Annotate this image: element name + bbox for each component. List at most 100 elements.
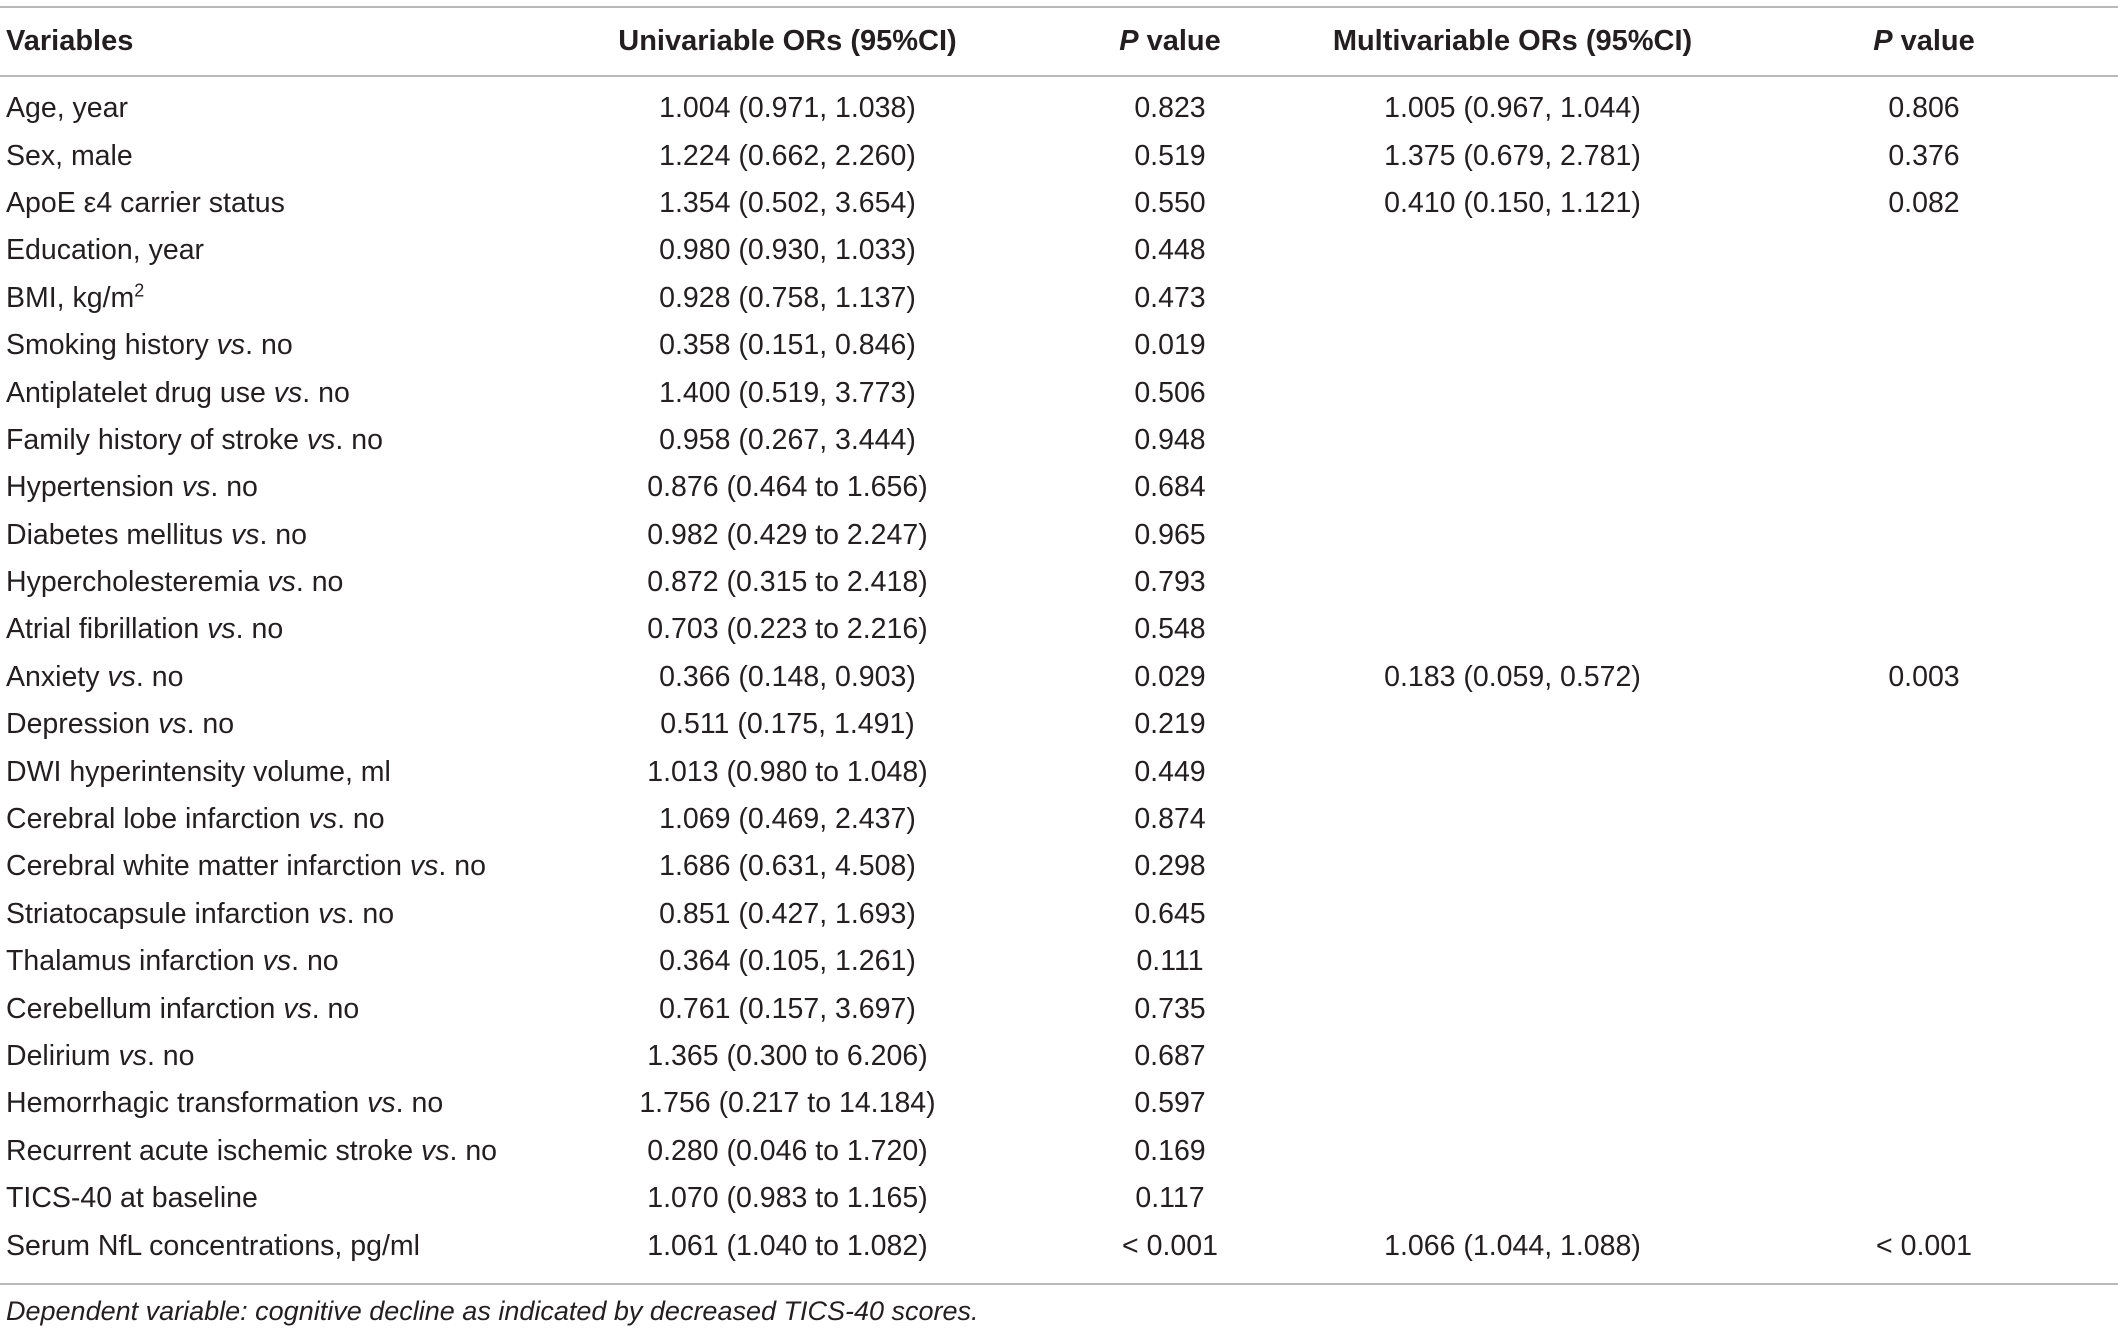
- multivariable-or-cell: [1295, 1175, 1730, 1222]
- multivariable-or-cell: [1295, 1128, 1730, 1175]
- vs-italic: vs: [283, 992, 312, 1025]
- variable-label: Diabetes mellitus: [6, 518, 224, 551]
- multivariable-p-cell: [1730, 464, 2118, 511]
- vs-suffix: . no: [346, 897, 395, 930]
- vs-suffix: . no: [311, 992, 360, 1025]
- multivariable-p-cell: [1730, 748, 2118, 795]
- multivariable-p-cell: [1730, 369, 2118, 416]
- variable-label: Hypertension: [6, 471, 174, 504]
- variable-label: Striatocapsule infarction: [6, 897, 311, 930]
- table-row: DWI hyperintensity volume, ml 1.013 (0.98…: [0, 748, 2118, 795]
- header-multivariable-p: P value: [1730, 8, 2118, 77]
- table-row: Cerebellum infarction vs. no 0.761 (0.157…: [0, 985, 2118, 1032]
- variable-label: Family history of stroke: [6, 423, 299, 456]
- table-row: Diabetes mellitus vs. no 0.982 (0.429 to …: [0, 512, 2118, 559]
- table-row: Serum NfL concentrations, pg/ml 1.061 (1.…: [0, 1222, 2118, 1269]
- multivariable-or-cell: [1295, 796, 1730, 843]
- univariable-p-cell: 0.550: [1134, 186, 1206, 219]
- univariable-or-cell: 0.358 (0.151, 0.846): [659, 329, 916, 362]
- variable-cell: Striatocapsule infarction vs. no: [0, 891, 530, 938]
- univariable-p-cell: 0.219: [1134, 708, 1206, 741]
- variable-cell: TICS-40 at baseline: [0, 1175, 530, 1222]
- multivariable-p-cell: [1730, 275, 2118, 322]
- variable-label: Cerebral white matter infarction: [6, 850, 402, 883]
- table-row: Delirium vs. no 1.365 (0.300 to 6.206) 0.6…: [0, 1033, 2118, 1080]
- univariable-or-cell: 1.224 (0.662, 2.260): [659, 139, 916, 172]
- variable-cell: Family history of stroke vs. no: [0, 417, 530, 464]
- univariable-p-cell: 0.519: [1134, 139, 1206, 172]
- vs-suffix: . no: [186, 708, 235, 741]
- multivariable-p-cell: [1730, 1128, 2118, 1175]
- vs-suffix: . no: [291, 945, 339, 978]
- table-row: Education, year 0.980 (0.930, 1.033) 0.448: [0, 227, 2118, 274]
- univariable-or-cell: 1.756 (0.217 to 14.184): [639, 1087, 936, 1120]
- multivariable-p-cell: [1730, 227, 2118, 274]
- multivariable-or-cell: [1295, 559, 1730, 606]
- vs-suffix: . no: [302, 376, 350, 409]
- multivariable-or-cell: [1295, 843, 1730, 890]
- table-row: Thalamus infarction vs. no 0.364 (0.105, …: [0, 938, 2118, 985]
- p-letter: P: [1119, 25, 1139, 57]
- univariable-or-cell: 0.280 (0.046 to 1.720): [647, 1134, 928, 1167]
- p-word: value: [1892, 25, 1975, 57]
- variable-cell: Smoking history vs. no: [0, 322, 530, 369]
- multivariable-or-cell: [1295, 938, 1730, 985]
- univariable-p-cell: 0.111: [1136, 945, 1204, 978]
- vs-italic: vs: [118, 1040, 147, 1072]
- variable-label: Cerebral lobe infarction: [6, 803, 301, 836]
- multivariable-p-cell: 0.806: [1888, 92, 1960, 125]
- variable-cell: Hemorrhagic transformation vs. no: [0, 1080, 530, 1127]
- variable-label: Education, year: [6, 234, 205, 267]
- vs-suffix: . no: [395, 1087, 444, 1120]
- table-row: Cerebral white matter infarction vs. no 1…: [0, 843, 2118, 890]
- regression-table: Variables Univariable ORs (95%CI) P valu…: [0, 8, 2118, 1270]
- variable-label: Serum NfL concentrations, pg/ml: [6, 1229, 420, 1262]
- univariable-or-cell: 1.070 (0.983 to 1.165): [647, 1182, 928, 1215]
- variable-cell: Recurrent acute ischemic stroke vs. no: [0, 1128, 530, 1175]
- multivariable-p-cell: 0.082: [1888, 186, 1960, 219]
- vs-italic: vs: [216, 329, 246, 362]
- multivariable-or-cell: 0.410 (0.150, 1.121): [1384, 186, 1641, 219]
- table-row: TICS-40 at baseline 1.070 (0.983 to 1.165…: [0, 1175, 2118, 1222]
- multivariable-p-cell: [1730, 1080, 2118, 1127]
- multivariable-or-cell: [1295, 322, 1730, 369]
- multivariable-or-cell: 1.375 (0.679, 2.781): [1384, 139, 1641, 172]
- table-row: Striatocapsule infarction vs. no 0.851 (0…: [0, 891, 2118, 938]
- univariable-p-cell: 0.449: [1134, 755, 1206, 788]
- variable-cell: Diabetes mellitus vs. no: [0, 512, 530, 559]
- univariable-or-cell: 0.703 (0.223 to 2.216): [647, 613, 928, 646]
- table-row: Depression vs. no 0.511 (0.175, 1.491) 0.2…: [0, 701, 2118, 748]
- variable-label: Anxiety: [6, 660, 100, 693]
- multivariable-or-cell: [1295, 606, 1730, 653]
- univariable-or-cell: 1.013 (0.980 to 1.048): [647, 755, 928, 788]
- univariable-p-cell: 0.029: [1134, 660, 1206, 693]
- multivariable-p-cell: [1730, 417, 2118, 464]
- vs-suffix: . no: [449, 1134, 498, 1167]
- table-row: Antiplatelet drug use vs. no 1.400 (0.519…: [0, 369, 2118, 416]
- univariable-p-cell: 0.548: [1134, 613, 1206, 646]
- variable-label: Cerebellum infarction: [6, 992, 276, 1025]
- variable-cell: Education, year: [0, 227, 530, 274]
- table-row: Sex, male 1.224 (0.662, 2.260) 0.519 1.375 …: [0, 132, 2118, 179]
- vs-italic: vs: [107, 660, 136, 693]
- multivariable-p-cell: [1730, 1033, 2118, 1080]
- variable-label: Hemorrhagic transformation: [6, 1087, 360, 1120]
- header-univariable-or: Univariable ORs (95%CI): [618, 25, 957, 57]
- multivariable-or-cell: [1295, 369, 1730, 416]
- table-row: Age, year 1.004 (0.971, 1.038) 0.823 1.005 …: [0, 77, 2118, 132]
- p-letter: P: [1873, 25, 1893, 57]
- variable-label: Thalamus infarction: [6, 945, 255, 978]
- table-row: ApoE ε4 carrier status 1.354 (0.502, 3.65…: [0, 180, 2118, 227]
- top-rule: [0, 6, 2118, 8]
- multivariable-p-cell: 0.003: [1888, 660, 1960, 693]
- variable-cell: Delirium vs. no: [0, 1033, 530, 1080]
- vs-italic: vs: [267, 566, 296, 599]
- table-row: Smoking history vs. no 0.358 (0.151, 0.84…: [0, 322, 2118, 369]
- vs-suffix: . no: [259, 518, 307, 551]
- univariable-p-cell: 0.597: [1134, 1087, 1206, 1120]
- multivariable-or-cell: [1295, 1033, 1730, 1080]
- table-row: Cerebral lobe infarction vs. no 1.069 (0.…: [0, 796, 2118, 843]
- univariable-or-cell: 1.354 (0.502, 3.654): [659, 186, 916, 219]
- univariable-p-cell: 0.506: [1134, 376, 1206, 409]
- univariable-or-cell: 0.958 (0.267, 3.444): [659, 423, 916, 456]
